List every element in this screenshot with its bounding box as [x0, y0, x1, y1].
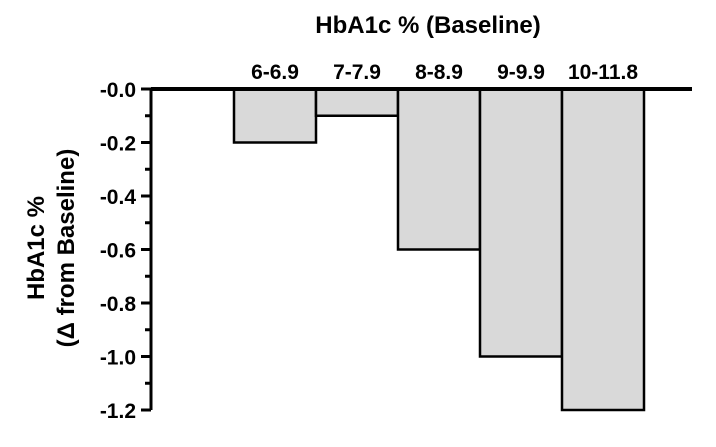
y-axis: -0.0 -0.2 -0.4 -0.6 -0.8 -1.0 -1.2: [100, 79, 692, 423]
bar-8-8.9: [396, 87, 482, 251]
category-label: 9-9.9: [497, 61, 545, 84]
y-tick-label: -0.6: [100, 240, 136, 263]
y-tick-label: -0.4: [100, 186, 137, 209]
y-axis-label-line-1: HbA1c %: [23, 196, 50, 300]
bars: [232, 87, 646, 412]
y-tick-label: -1.2: [100, 400, 136, 423]
bar-10-11.8: [560, 87, 646, 412]
bar-6-6.9: [232, 87, 318, 144]
y-axis-label-line-2: (Δ from Baseline): [53, 149, 80, 348]
category-label: 6-6.9: [251, 61, 299, 84]
y-tick-label: -1.0: [100, 347, 136, 370]
category-label: 10-11.8: [568, 61, 638, 84]
bar-9-9.9: [478, 87, 564, 358]
chart-title: HbA1c % (Baseline): [315, 12, 540, 39]
category-labels: 6-6.9 7-7.9 8-8.9 9-9.9 10-11.8: [251, 61, 638, 84]
bar-7-7.9: [314, 87, 400, 117]
y-tick-label: -0.0: [100, 79, 136, 102]
y-tick-label: -0.8: [100, 293, 137, 316]
category-label: 8-8.9: [415, 61, 463, 84]
y-tick-label: -0.2: [100, 133, 136, 156]
y-axis-label: HbA1c % (Δ from Baseline): [23, 149, 80, 348]
category-label: 7-7.9: [333, 61, 381, 84]
